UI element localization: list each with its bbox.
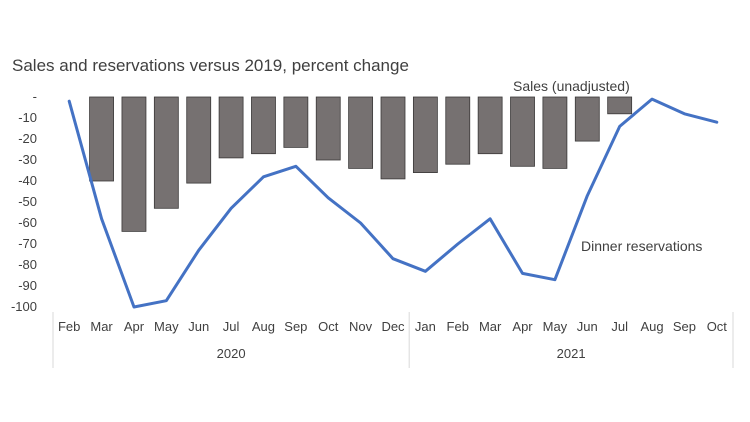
y-tick-label: -90 — [18, 278, 37, 293]
reservations-line — [67, 97, 719, 309]
y-tick-label: -70 — [18, 236, 37, 251]
y-tick-label: -50 — [18, 194, 37, 209]
sales-bar — [218, 96, 244, 159]
year-label: 2021 — [557, 346, 586, 361]
y-tick-label: -100 — [11, 299, 37, 314]
x-tick-label: Aug — [252, 319, 275, 334]
x-tick-label: May — [543, 319, 568, 334]
y-tick-label: -10 — [18, 110, 37, 125]
x-tick-label: Jul — [223, 319, 240, 334]
x-tick-label: Oct — [318, 319, 339, 334]
x-tick-label: Jun — [577, 319, 598, 334]
x-tick-label: Apr — [124, 319, 145, 334]
sales-bar — [186, 96, 212, 184]
x-tick-label: Feb — [447, 319, 469, 334]
reservations-series-label: Dinner reservations — [581, 238, 702, 254]
sales-bars — [89, 96, 633, 232]
sales-series-label: Sales (unadjusted) — [513, 78, 630, 94]
x-tick-label: Mar — [90, 319, 113, 334]
y-tick-label: -60 — [18, 215, 37, 230]
series-labels: Sales (unadjusted) Dinner reservations — [513, 78, 702, 254]
y-tick-label: -20 — [18, 131, 37, 146]
x-tick-label: Jun — [188, 319, 209, 334]
sales-bar — [251, 96, 276, 155]
sales-bar — [412, 96, 438, 173]
y-tick-label: -80 — [18, 257, 37, 272]
sales-bar — [283, 96, 309, 148]
y-axis-ticks: - -10 -20 -30 -40 -50 -60 -70 -80 -90 -100 — [11, 89, 37, 314]
sales-bar — [477, 96, 503, 155]
sales-bar — [121, 96, 147, 232]
sales-bar — [574, 96, 600, 142]
year-label: 2020 — [217, 346, 246, 361]
x-tick-label: Jul — [611, 319, 628, 334]
y-tick-label: -40 — [18, 173, 37, 188]
sales-bar — [510, 96, 535, 167]
x-tick-label: Dec — [381, 319, 405, 334]
sales-bar — [542, 96, 568, 169]
y-tick-label: - — [33, 89, 37, 104]
sales-bar — [380, 96, 406, 180]
sales-bar — [348, 96, 374, 169]
x-tick-label: Apr — [512, 319, 533, 334]
reservations-line-layer — [67, 97, 719, 309]
x-tick-label: Aug — [640, 319, 663, 334]
x-tick-label: Sep — [673, 319, 696, 334]
sales-bar — [445, 96, 471, 165]
x-tick-label: May — [154, 319, 179, 334]
x-axis: Feb Mar Apr May Jun Jul Aug Sep Oct Nov Dec Jan Feb M… — [52, 312, 734, 368]
x-tick-label: Mar — [479, 319, 502, 334]
sales-bar — [315, 96, 341, 161]
sales-bar — [607, 96, 633, 115]
sales-bar — [89, 96, 114, 182]
y-tick-label: -30 — [18, 152, 37, 167]
x-tick-label: Nov — [349, 319, 373, 334]
chart-title: Sales and reservations versus 2019, perc… — [12, 56, 409, 75]
x-tick-label: Feb — [58, 319, 80, 334]
sales-bar — [153, 96, 179, 209]
x-tick-label: Sep — [284, 319, 307, 334]
x-tick-label: Oct — [707, 319, 728, 334]
x-tick-label: Jan — [415, 319, 436, 334]
